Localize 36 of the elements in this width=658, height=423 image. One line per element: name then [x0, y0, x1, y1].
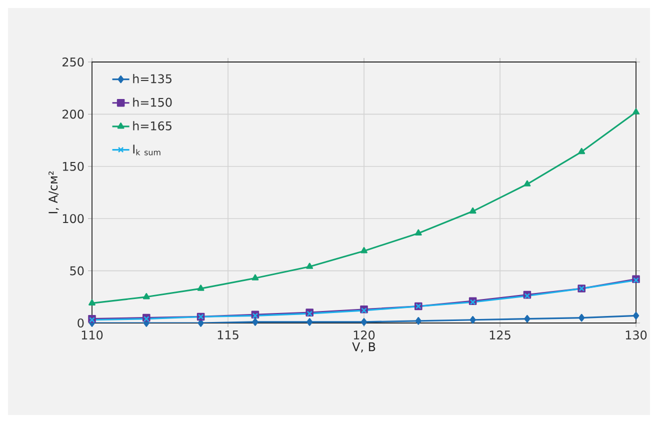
point	[252, 274, 259, 280]
y-tick-label: 0	[78, 318, 84, 328]
y-tick-label: 100	[62, 214, 84, 224]
point	[524, 180, 531, 186]
legend-label: h=135	[133, 74, 172, 84]
point	[306, 262, 314, 269]
point	[469, 207, 476, 214]
point	[578, 314, 585, 322]
point	[415, 317, 422, 325]
x-axis-title: V, B	[352, 342, 376, 353]
point	[360, 247, 368, 254]
legend-label: h=165	[133, 121, 172, 130]
y-tick-label: 50	[70, 266, 84, 276]
legend-label: $\mathrm{I}_{\mathrm{k\ sum}}$	[133, 144, 160, 156]
x-tick-label: 120	[354, 330, 375, 340]
point	[360, 318, 368, 326]
y-axis-title: I, A/см²	[48, 171, 59, 214]
y-tick-label: 150	[62, 162, 84, 171]
point	[252, 318, 258, 326]
point	[306, 318, 313, 326]
x-tick-label: 110	[82, 330, 103, 340]
y-tick-label: 250	[62, 57, 84, 67]
point	[632, 108, 640, 114]
point	[524, 314, 530, 323]
y-tick-label: 200	[62, 110, 84, 119]
point	[470, 316, 476, 324]
point	[632, 312, 640, 320]
point	[578, 148, 586, 154]
x-tick-label: 130	[626, 330, 647, 340]
point	[88, 299, 96, 306]
x-tick-label: 125	[490, 330, 510, 340]
point	[197, 284, 204, 291]
point	[142, 293, 150, 300]
x-tick-label: 115	[218, 330, 238, 340]
legend-label: h=150	[133, 98, 172, 107]
point	[414, 229, 422, 236]
